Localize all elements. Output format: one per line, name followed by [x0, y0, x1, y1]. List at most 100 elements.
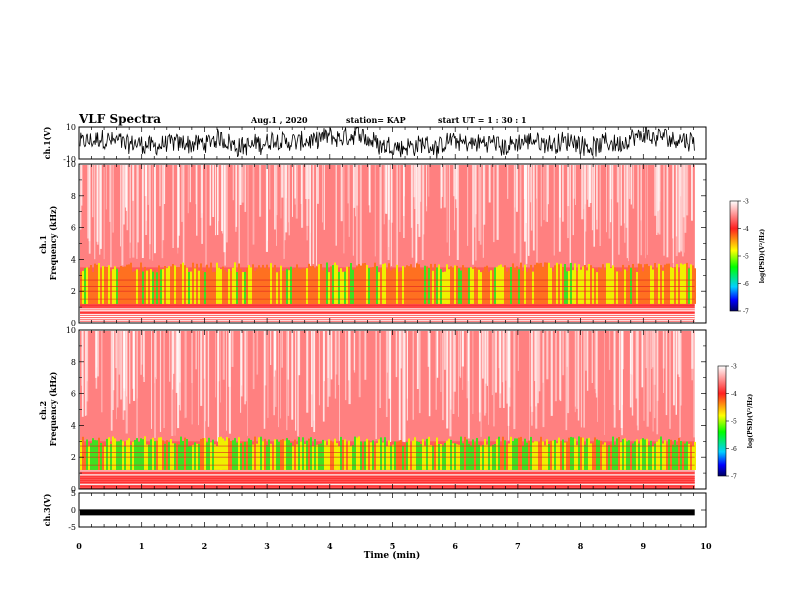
spectrogram-band [606, 446, 608, 470]
spectrogram-streak [482, 331, 484, 379]
spectrogram-streak [402, 331, 404, 442]
x-tick-label: 3 [264, 541, 270, 551]
spectrogram-streak [454, 165, 455, 231]
spectrogram-streak [201, 165, 203, 244]
spectrogram-streak [151, 331, 152, 429]
spectrogram-band [150, 439, 152, 470]
spectrogram-band [480, 445, 482, 470]
spectrogram-band [380, 437, 382, 470]
spectrogram-streak [599, 165, 601, 246]
spectrogram-band [376, 266, 378, 304]
spectrogram-band [664, 440, 666, 470]
spectrogram-streak [597, 331, 598, 422]
spectrogram-band [250, 439, 252, 470]
spectrogram-band [138, 441, 140, 470]
spectrogram-streak [244, 165, 247, 212]
spectrogram-band [642, 438, 644, 470]
spectrogram-band [262, 441, 264, 470]
x-tick-label: 6 [452, 541, 458, 551]
spectrogram-streak [403, 331, 406, 443]
spectrogram-band [242, 441, 244, 470]
spectrogram-band [162, 440, 164, 470]
spectrogram-streak [535, 331, 538, 429]
spectrogram-band [534, 441, 536, 470]
spectrogram-streak [632, 165, 635, 209]
spectrogram-band [628, 440, 630, 470]
spectrogram-streak [443, 165, 446, 208]
spectrogram-streak [646, 331, 649, 427]
spectrogram-band [180, 264, 182, 304]
spectrogram-streak [355, 165, 356, 217]
spectrogram-band [126, 440, 128, 470]
spectrogram-streak [241, 165, 244, 203]
spectrogram-band [182, 441, 184, 470]
spectrogram-streak [516, 165, 518, 212]
ch2-colorbar-label: log(PSD)(V²/Hz) [747, 394, 754, 449]
ch3-waveform-line [80, 509, 695, 516]
spectrogram-streak [658, 165, 661, 235]
spectrogram-band [426, 266, 428, 304]
spectrogram-band [132, 271, 134, 304]
spectrogram-band [360, 441, 362, 470]
spectrogram-streak [222, 331, 225, 380]
spectrogram-band [306, 440, 308, 470]
spectrogram-streak [124, 165, 127, 208]
spectrogram-band [254, 270, 256, 304]
spectrogram-band [120, 439, 122, 470]
spectrogram-streak [621, 331, 623, 405]
spectrogram-band [362, 442, 364, 470]
x-axis-label: Time (min) [364, 550, 421, 561]
spectrogram-streak [94, 165, 96, 260]
spectrogram-band [370, 267, 372, 304]
spectrogram-streak [643, 331, 645, 421]
spectrogram-streak [415, 165, 417, 268]
spectrogram-streak [657, 165, 660, 233]
spectrogram-band [488, 271, 490, 304]
spectrogram-band [140, 438, 142, 470]
spectrogram-band [490, 445, 492, 470]
spectrogram-band [312, 265, 314, 304]
spectrogram-band [180, 436, 182, 470]
ch3-waveform-panel: 5 0 -5 ch.3(V) [42, 489, 707, 532]
spectrogram-streak [195, 331, 197, 370]
spectrogram-band [566, 271, 568, 304]
spectrogram-band [464, 436, 466, 470]
spectrogram-band [242, 272, 244, 304]
spectrogram-band [640, 264, 642, 304]
spectrogram-band [244, 271, 246, 304]
spectrogram-streak [428, 165, 430, 197]
spectrogram-band [418, 442, 420, 470]
spectrogram-band [558, 437, 560, 470]
spectrogram-band [382, 264, 384, 304]
spectrogram-band [510, 267, 512, 304]
spectrogram-streak [673, 331, 675, 406]
spectrogram-streak [129, 165, 131, 243]
spectrogram-streak [123, 165, 125, 225]
spectrogram-streak [448, 165, 450, 256]
spectrogram-band [686, 441, 688, 470]
spectrogram-band [118, 441, 120, 470]
spectrogram-band [602, 264, 604, 304]
spectrogram-streak [231, 331, 234, 367]
spectrogram-band [216, 262, 218, 304]
spectrogram-streak [306, 331, 308, 401]
spectrogram-streak [458, 331, 459, 417]
spectrogram-band [562, 439, 564, 470]
spectrogram-band [290, 266, 292, 304]
spectrogram-band [330, 266, 332, 304]
spectrogram-band [494, 267, 496, 304]
spectrogram-streak [240, 331, 243, 397]
colorbar-tick-label: -3 [743, 199, 749, 206]
spectrogram-band [140, 262, 142, 304]
spectrogram-streak [635, 331, 638, 399]
spectrogram-band [260, 436, 262, 470]
spectrogram-band [142, 439, 144, 470]
spectrogram-streak [191, 331, 193, 425]
spectrogram-band [470, 267, 472, 304]
spectrogram-band [406, 265, 408, 304]
spectrogram-streak [374, 165, 376, 257]
spectrogram-streak [677, 331, 679, 375]
spectrogram-streak [595, 331, 598, 398]
spectrogram-band [478, 269, 480, 304]
spectrogram-band [538, 263, 540, 304]
